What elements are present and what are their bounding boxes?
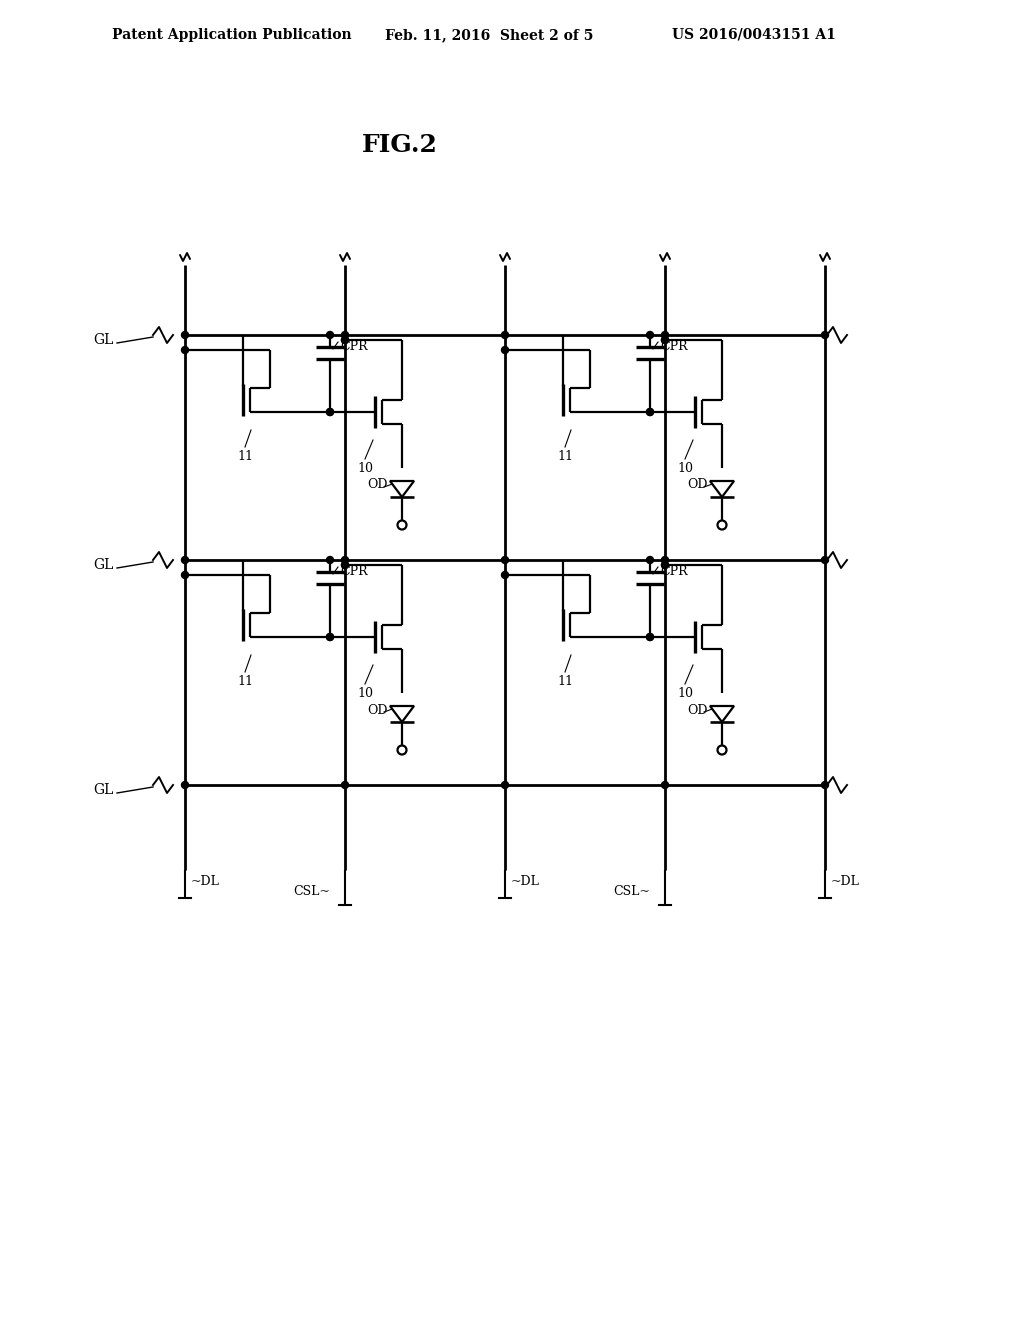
Circle shape — [646, 557, 653, 564]
Text: OD: OD — [367, 704, 387, 717]
Circle shape — [662, 337, 669, 343]
Text: 10: 10 — [677, 686, 693, 700]
Text: ~DL: ~DL — [191, 875, 220, 888]
Circle shape — [646, 408, 653, 416]
Circle shape — [502, 331, 509, 338]
Text: FIG.2: FIG.2 — [362, 133, 438, 157]
Circle shape — [181, 331, 188, 338]
Text: OD: OD — [687, 704, 708, 717]
Text: ~DL: ~DL — [511, 875, 540, 888]
Text: GL: GL — [93, 333, 114, 347]
Circle shape — [181, 781, 188, 788]
Text: 10: 10 — [357, 686, 373, 700]
Text: CPR: CPR — [340, 565, 368, 578]
Circle shape — [662, 781, 669, 788]
Circle shape — [341, 331, 348, 338]
Text: OD: OD — [687, 479, 708, 491]
Circle shape — [502, 346, 509, 354]
Circle shape — [646, 331, 653, 338]
Circle shape — [327, 331, 334, 338]
Circle shape — [341, 337, 348, 343]
Circle shape — [662, 561, 669, 569]
Circle shape — [181, 572, 188, 578]
Circle shape — [662, 561, 669, 569]
Text: CSL~: CSL~ — [613, 884, 650, 898]
Text: US 2016/0043151 A1: US 2016/0043151 A1 — [672, 28, 836, 42]
Circle shape — [327, 634, 334, 640]
Text: GL: GL — [93, 558, 114, 572]
Circle shape — [821, 331, 828, 338]
Circle shape — [341, 337, 348, 343]
Text: Patent Application Publication: Patent Application Publication — [112, 28, 351, 42]
Text: CSL~: CSL~ — [293, 884, 330, 898]
Text: CPR: CPR — [340, 341, 368, 352]
Circle shape — [341, 781, 348, 788]
Circle shape — [327, 408, 334, 416]
Text: CPR: CPR — [660, 341, 688, 352]
Circle shape — [502, 557, 509, 564]
Circle shape — [327, 557, 334, 564]
Circle shape — [327, 408, 334, 416]
Circle shape — [646, 408, 653, 416]
Text: 11: 11 — [557, 675, 573, 688]
Text: OD: OD — [367, 479, 387, 491]
Circle shape — [646, 634, 653, 640]
Circle shape — [341, 557, 348, 564]
Text: ~DL: ~DL — [831, 875, 860, 888]
Circle shape — [341, 561, 348, 569]
Text: GL: GL — [93, 783, 114, 797]
Circle shape — [646, 634, 653, 640]
Circle shape — [502, 781, 509, 788]
Circle shape — [502, 572, 509, 578]
Text: 10: 10 — [357, 462, 373, 475]
Text: Feb. 11, 2016  Sheet 2 of 5: Feb. 11, 2016 Sheet 2 of 5 — [385, 28, 593, 42]
Circle shape — [341, 561, 348, 569]
Circle shape — [662, 557, 669, 564]
Text: CPR: CPR — [660, 565, 688, 578]
Text: 10: 10 — [677, 462, 693, 475]
Circle shape — [662, 331, 669, 338]
Circle shape — [821, 781, 828, 788]
Circle shape — [181, 346, 188, 354]
Circle shape — [181, 557, 188, 564]
Circle shape — [821, 557, 828, 564]
Circle shape — [327, 634, 334, 640]
Text: 11: 11 — [237, 450, 253, 463]
Text: 11: 11 — [557, 450, 573, 463]
Circle shape — [662, 337, 669, 343]
Text: 11: 11 — [237, 675, 253, 688]
